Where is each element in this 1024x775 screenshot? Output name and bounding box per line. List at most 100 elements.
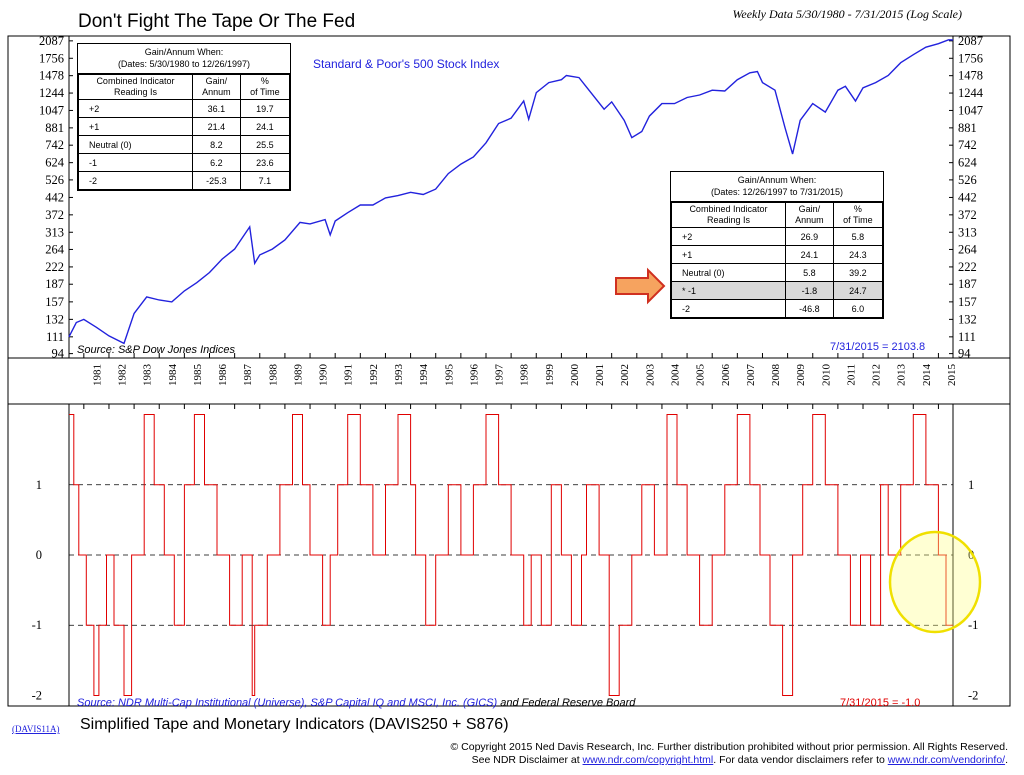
y-tick-label-left: 264 xyxy=(45,242,65,256)
source-note-blue: Source: NDR Multi-Cap Institutional (Uni… xyxy=(77,697,498,709)
y-tick-label-right: 526 xyxy=(958,173,977,187)
y-tick-label-right: 1478 xyxy=(958,69,983,83)
copyright-line: © Copyright 2015 Ned Davis Research, Inc… xyxy=(450,741,1009,753)
table-row: -2 -46.8 6.0 xyxy=(671,299,884,318)
table-row: +2 26.9 5.8 xyxy=(671,227,884,246)
y-tick-label-right: -1 xyxy=(968,618,978,632)
highlight-circle xyxy=(888,530,982,634)
x-tick-label: 2013 xyxy=(896,364,908,387)
y-tick-label-right: 881 xyxy=(958,121,977,135)
col-time-header: % of Time xyxy=(239,74,291,100)
bottom-y-axis: 1 1 0 0 -1 -1 -2 -2 xyxy=(32,478,979,703)
y-tick-label-left: 0 xyxy=(36,548,42,562)
x-tick-label: 1986 xyxy=(217,364,229,387)
y-tick-label-right: 742 xyxy=(958,138,977,152)
y-tick-label-right: 157 xyxy=(958,295,977,309)
x-tick-label: 2003 xyxy=(644,364,656,387)
x-tick-label: 1985 xyxy=(192,364,204,387)
arrow-icon xyxy=(615,267,666,305)
top-y-axis: 94 94 111 111 132 132 157 157 187 187 222 222 264 264… xyxy=(39,34,984,361)
y-tick-label-right: 624 xyxy=(958,156,978,170)
gain-table-1997-2015: Gain/Annum When: (Dates: 12/26/1997 to 7… xyxy=(670,171,884,319)
table-row: +1 24.1 24.3 xyxy=(671,245,884,264)
x-tick-label: 1995 xyxy=(443,364,455,387)
y-tick-label-left: 2087 xyxy=(39,34,64,48)
x-tick-label: 1982 xyxy=(117,364,129,386)
x-tick-label: 2010 xyxy=(820,364,832,387)
y-tick-label-right: 372 xyxy=(958,208,977,222)
source-note-top: Source: S&P Dow Jones Indices xyxy=(77,344,235,356)
table-column-headers: Combined Indicator Reading Is Gain/Annum … xyxy=(671,202,884,228)
x-tick-label: 1999 xyxy=(544,364,556,387)
table-dates: (Dates: 5/30/1980 to 12/26/1997) xyxy=(117,59,251,69)
y-tick-label-left: 313 xyxy=(45,225,64,239)
x-tick-label: 2005 xyxy=(695,364,707,387)
chart-title: Don't Fight The Tape Or The Fed xyxy=(78,11,356,32)
x-axis: 1981 1982 1983 1984 1985 1986 1987 1988 1989 1990… xyxy=(83,353,958,409)
x-tick-label: 1992 xyxy=(368,364,380,386)
x-tick-label: 2001 xyxy=(594,364,606,386)
col-gain-header: Gain/Annum xyxy=(784,202,834,228)
x-tick-label: 2008 xyxy=(770,364,782,387)
y-tick-label-right: 187 xyxy=(958,277,977,291)
y-tick-label-right: 1047 xyxy=(958,103,983,117)
y-tick-label-left: 132 xyxy=(45,312,64,326)
y-tick-label-left: 157 xyxy=(45,295,64,309)
y-tick-label-left: 187 xyxy=(45,277,64,291)
copyright-notice: © Copyright 2015 Ned Davis Research, Inc… xyxy=(451,741,1009,767)
x-tick-label: 1981 xyxy=(91,364,103,386)
table-body: Combined Indicator Reading Is Gain/Annum … xyxy=(78,74,291,190)
last-value-bottom: 7/31/2015 = -1.0 xyxy=(840,697,921,709)
table-body: Combined Indicator Reading Is Gain/Annum … xyxy=(671,202,884,318)
y-tick-label-left: 624 xyxy=(45,156,65,170)
source-note-black: and Federal Reserve Board xyxy=(497,697,636,709)
copyright-link[interactable]: www.ndr.com/copyright.html xyxy=(582,754,714,766)
table-row: Neutral (0) 8.2 25.5 xyxy=(78,135,291,154)
x-tick-label: 1987 xyxy=(242,364,254,387)
table-row-highlighted: * -1 -1.8 24.7 xyxy=(671,281,884,300)
y-tick-label-left: 372 xyxy=(45,208,64,222)
y-tick-label-left: 222 xyxy=(45,260,64,274)
y-tick-label-right: 94 xyxy=(958,347,971,361)
y-tick-label-right: 0 xyxy=(968,548,974,562)
y-tick-label-right: 1244 xyxy=(958,86,984,100)
chart-id-link[interactable]: (DAVIS11A) xyxy=(12,724,60,734)
chart-subtitle: Weekly Data 5/30/1980 - 7/31/2015 (Log S… xyxy=(732,7,962,21)
x-tick-label: 2002 xyxy=(619,364,631,386)
series-label: Standard & Poor's 500 Stock Index xyxy=(313,57,500,71)
x-tick-label: 2009 xyxy=(795,364,807,387)
last-value-top: 7/31/2015 = 2103.8 xyxy=(830,341,926,353)
y-tick-label-left: -1 xyxy=(32,618,42,632)
x-tick-label: 1990 xyxy=(318,364,330,387)
x-tick-label: 1998 xyxy=(519,364,531,387)
y-tick-label-right: 442 xyxy=(958,190,977,204)
x-tick-label: 1988 xyxy=(267,364,279,387)
y-tick-label-right: 313 xyxy=(958,225,977,239)
x-tick-label: 2014 xyxy=(921,364,933,387)
gain-table-1980-1997: Gain/Annum When: (Dates: 5/30/1980 to 12… xyxy=(77,43,291,191)
x-tick-label: 2006 xyxy=(720,364,732,387)
col-time-header: % of Time xyxy=(832,202,884,228)
y-tick-label-right: 1 xyxy=(968,478,974,492)
table-header: Gain/Annum When: (Dates: 12/26/1997 to 7… xyxy=(671,172,883,202)
y-tick-label-right: 264 xyxy=(958,242,978,256)
source-note-bottom: Source: NDR Multi-Cap Institutional (Uni… xyxy=(77,697,635,709)
vendorinfo-link[interactable]: www.ndr.com/vendorinfo/ xyxy=(887,754,1006,766)
sp500-series-line xyxy=(68,39,954,345)
x-tick-label: 2012 xyxy=(871,364,883,386)
disclaimer-line: See NDR Disclaimer at www.ndr.com/copyri… xyxy=(471,754,1008,766)
table-row: +1 21.4 24.1 xyxy=(78,117,291,136)
y-tick-label-right: 1756 xyxy=(958,51,983,65)
y-tick-label-left: 442 xyxy=(45,190,64,204)
y-tick-label-left: -2 xyxy=(32,688,42,702)
x-tick-label: 1989 xyxy=(292,364,304,387)
y-tick-label-right: 2087 xyxy=(958,34,983,48)
x-tick-label: 1984 xyxy=(167,364,179,387)
x-tick-label: 1997 xyxy=(494,364,506,387)
y-tick-label-left: 1 xyxy=(36,478,42,492)
y-tick-label-left: 1047 xyxy=(39,103,64,117)
footer-title: Simplified Tape and Monetary Indicators … xyxy=(80,716,509,733)
y-tick-label-left: 742 xyxy=(45,138,64,152)
x-tick-label: 1996 xyxy=(468,364,480,387)
